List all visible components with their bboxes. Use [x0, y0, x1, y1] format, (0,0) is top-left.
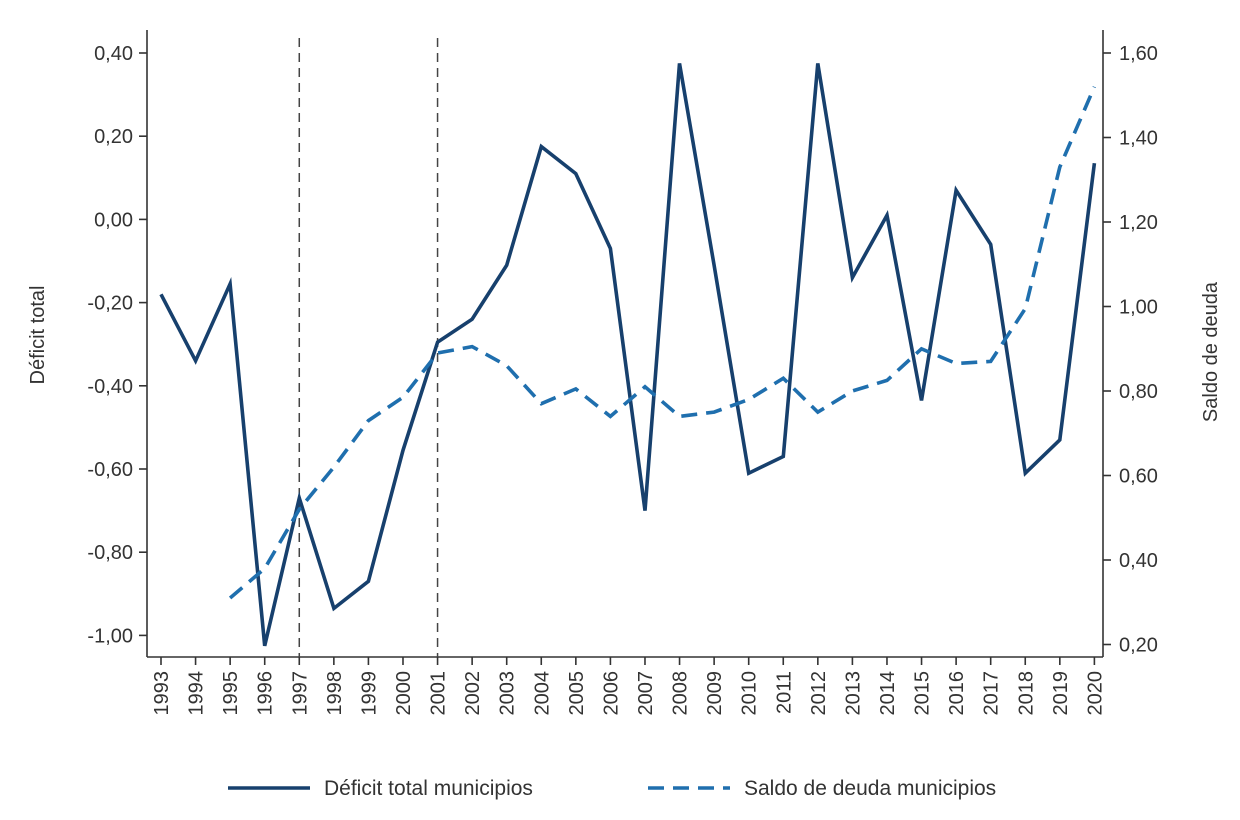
- right-y-tick-label: 1,20: [1119, 212, 1158, 234]
- right-y-tick-label: 1,00: [1119, 297, 1158, 319]
- reference-lines: [298, 38, 439, 657]
- x-tick-label: 1996: [255, 671, 277, 716]
- x-tick-label: 2019: [1050, 671, 1072, 716]
- left-y-tick-label: -0,40: [87, 376, 133, 398]
- x-tick-label: 2006: [600, 671, 622, 716]
- right-axis-title: Saldo de deuda: [1200, 281, 1222, 422]
- x-tick-label: 2001: [428, 671, 450, 716]
- x-tick-label: 1993: [151, 671, 173, 716]
- right-y-tick-label: 0,60: [1119, 466, 1158, 488]
- x-tick-label: 2017: [981, 671, 1003, 716]
- x-tick-label: 2007: [635, 671, 657, 716]
- left-y-tick-label: 0,20: [94, 126, 133, 148]
- x-tick-label: 2005: [566, 671, 588, 716]
- series-layer: [159, 63, 1097, 647]
- x-tick-label: 1997: [289, 671, 311, 716]
- axes: 0,40 0,20 0,00 -0,20 -0,40 -0,60 -0,80 -1,00 1,6…: [27, 30, 1222, 716]
- legend-label: Saldo de deuda municipios: [744, 777, 996, 800]
- series-line-saldo-deuda: [228, 86, 1097, 600]
- x-tick-label: 2020: [1084, 671, 1106, 716]
- left-y-tick-label: -0,80: [87, 542, 133, 564]
- right-y-tick-label: 0,40: [1119, 550, 1158, 572]
- x-tick-label: 2013: [842, 671, 864, 716]
- x-tick-label: 1994: [186, 671, 208, 716]
- x-tick-label: 2004: [531, 671, 553, 716]
- x-tick-label: 1998: [324, 671, 346, 716]
- x-tick-label: 2008: [670, 671, 692, 716]
- x-tick-label: 2000: [393, 671, 415, 716]
- x-tick-label: 2014: [877, 671, 899, 716]
- right-y-tick-label: 0,20: [1119, 635, 1158, 657]
- left-y-tick-label: 0,00: [94, 209, 133, 231]
- left-y-tick-label: -1,00: [87, 625, 133, 647]
- right-y-tick-label: 1,60: [1119, 43, 1158, 65]
- right-y-tick-label: 0,80: [1119, 381, 1158, 403]
- series-line-deficit-total: [159, 63, 1097, 647]
- left-y-tick-label: -0,60: [87, 459, 133, 481]
- legend: Déficit total municipios Saldo de deuda m…: [228, 777, 996, 800]
- x-tick-label: 2016: [946, 671, 968, 716]
- x-tick-label: 1995: [220, 671, 242, 716]
- x-tick-label: 2003: [497, 671, 519, 716]
- left-y-tick-label: 0,40: [94, 43, 133, 65]
- x-tick-label: 1999: [358, 671, 380, 716]
- x-tick-label: 2009: [704, 671, 726, 716]
- right-y-tick-label: 1,40: [1119, 128, 1158, 150]
- left-y-tick-label: -0,20: [87, 293, 133, 315]
- left-axis-title: Déficit total: [27, 286, 49, 385]
- x-tick-label: 2002: [462, 671, 484, 716]
- x-tick-label: 2015: [912, 671, 934, 716]
- x-tick-label: 2018: [1015, 671, 1037, 716]
- x-tick-label: 2010: [739, 671, 761, 716]
- x-tick-label: 2011: [773, 671, 795, 714]
- x-tick-label: 2012: [808, 671, 830, 716]
- legend-label: Déficit total municipios: [324, 777, 533, 800]
